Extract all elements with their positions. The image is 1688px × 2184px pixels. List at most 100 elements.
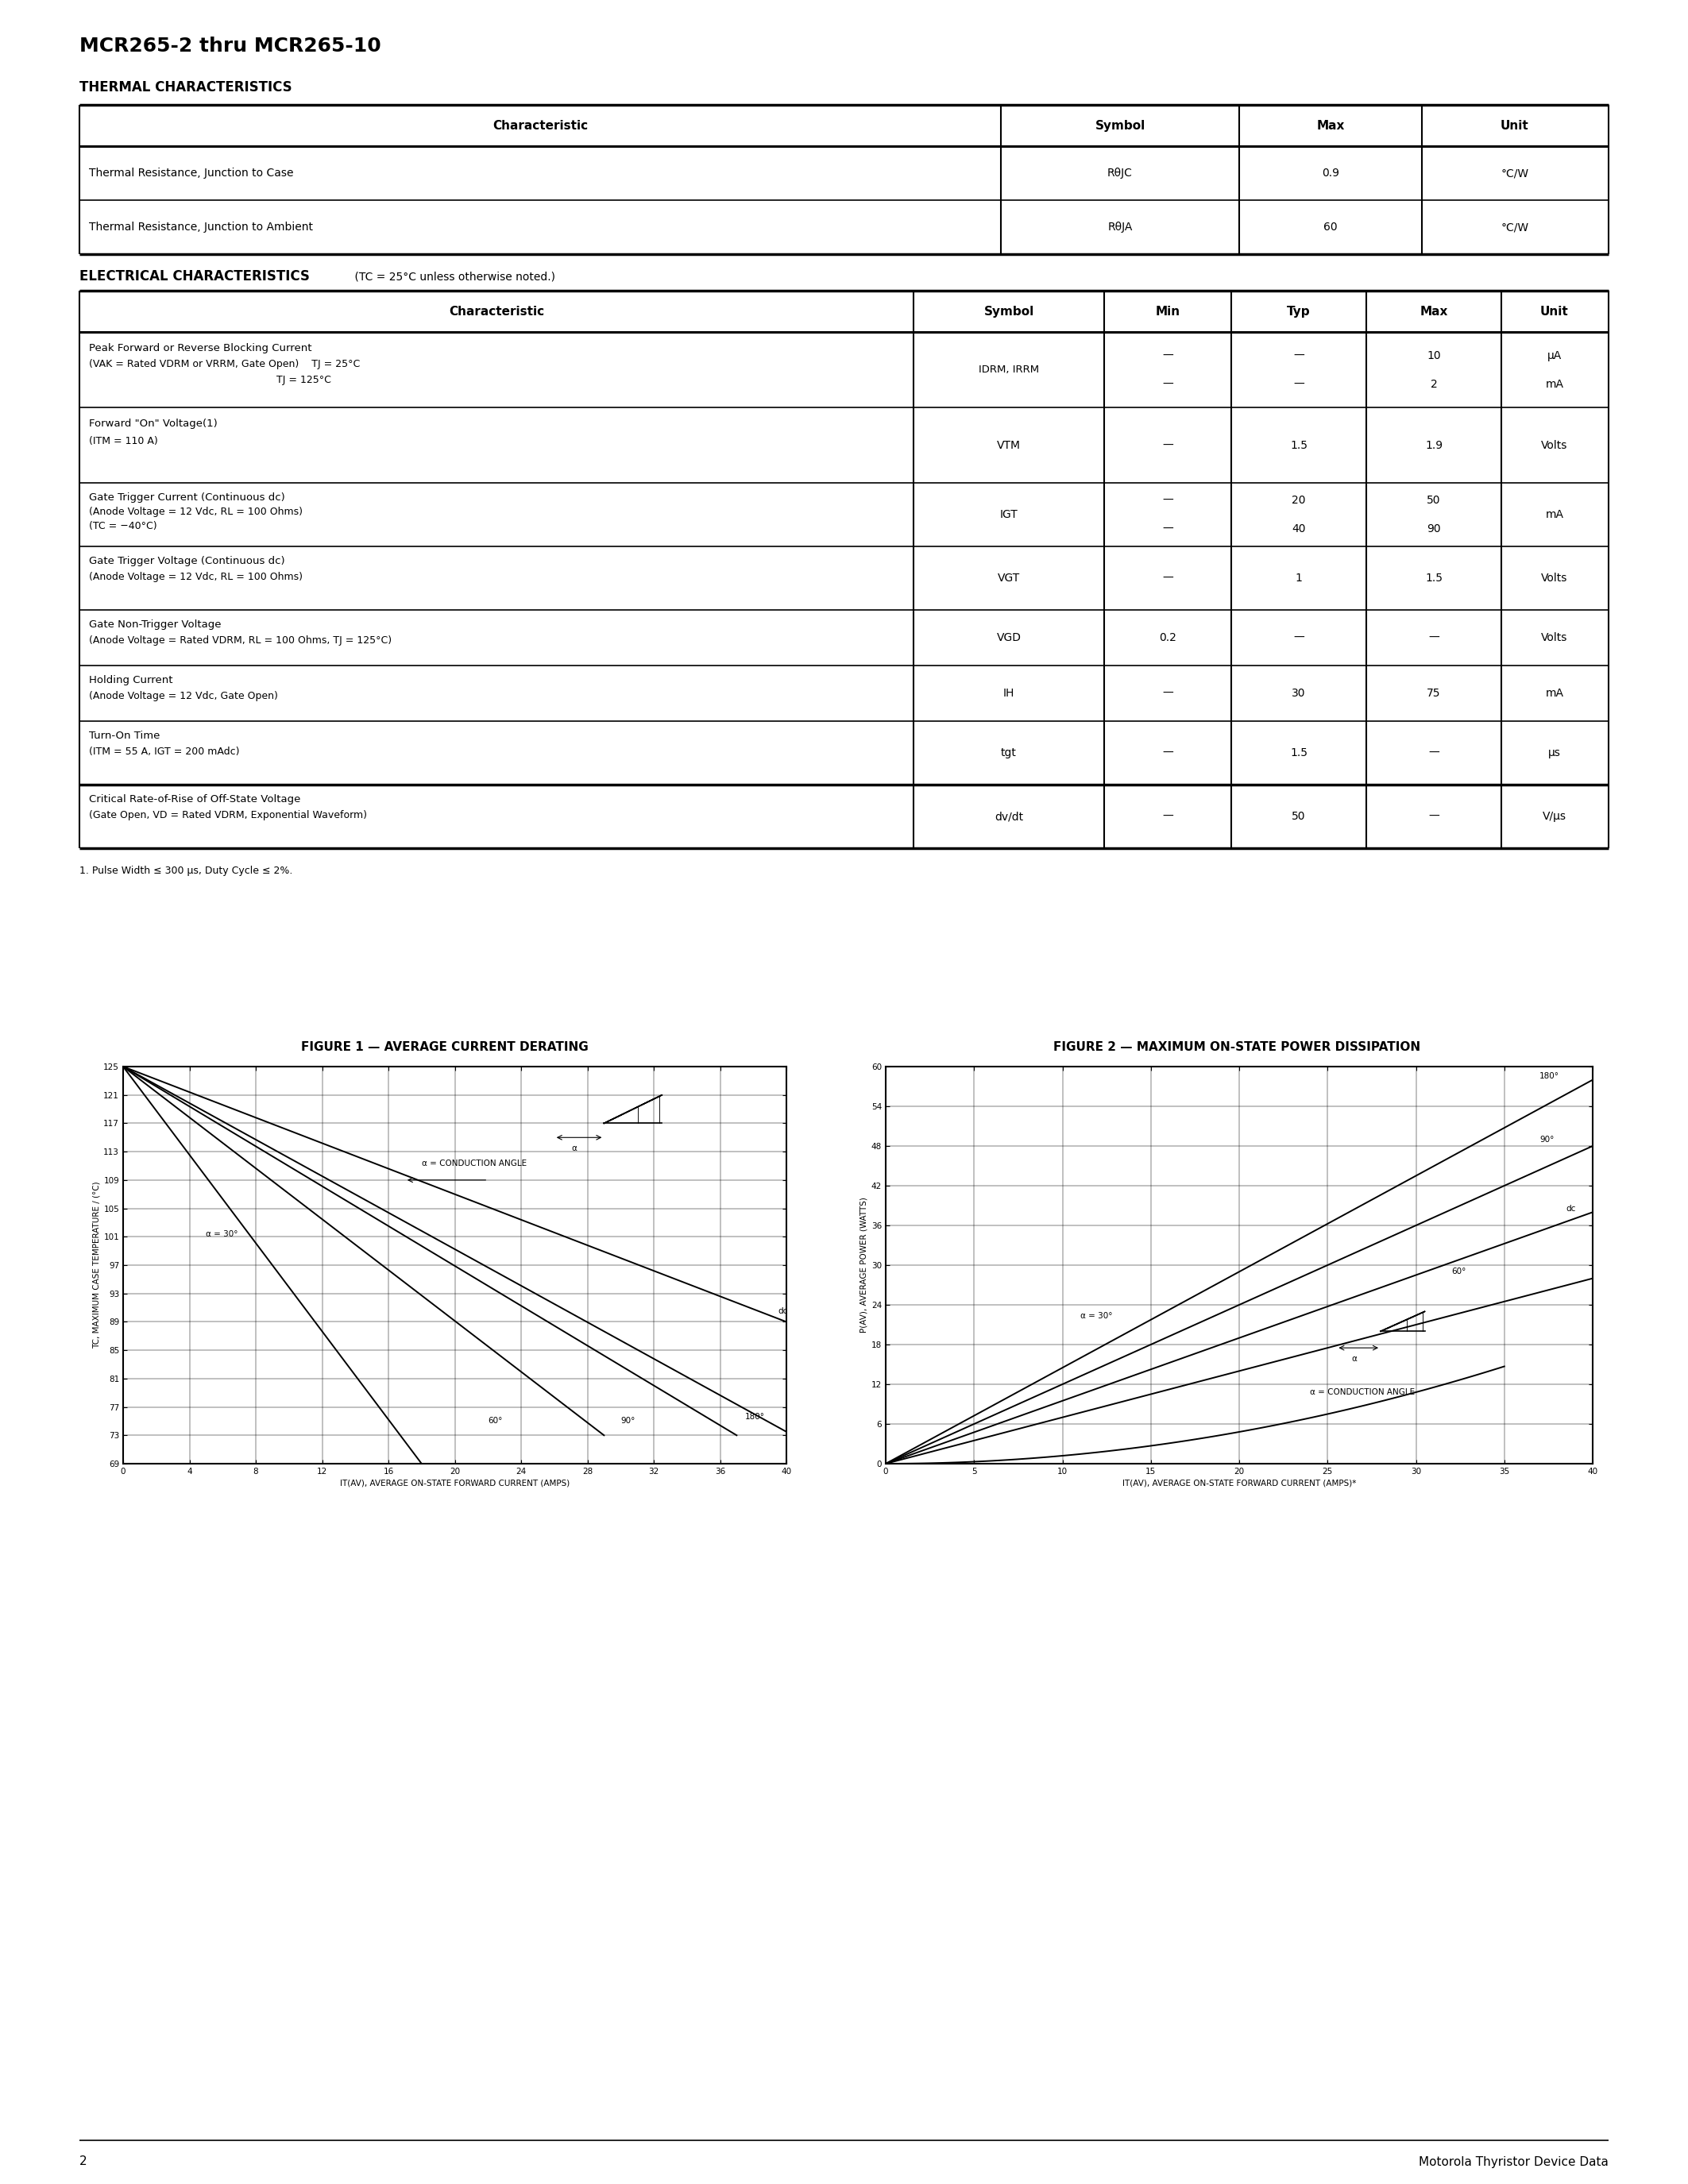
Text: Characteristic: Characteristic xyxy=(449,306,544,317)
Text: Volts: Volts xyxy=(1541,439,1568,450)
Text: Holding Current: Holding Current xyxy=(89,675,172,686)
Text: IDRM, IRRM: IDRM, IRRM xyxy=(979,365,1040,376)
Text: IH: IH xyxy=(1003,688,1014,699)
Text: 90°: 90° xyxy=(621,1417,635,1424)
Text: mA: mA xyxy=(1546,688,1563,699)
Text: (TC = 25°C unless otherwise noted.): (TC = 25°C unless otherwise noted.) xyxy=(351,271,555,282)
Text: FIGURE 1 — AVERAGE CURRENT DERATING: FIGURE 1 — AVERAGE CURRENT DERATING xyxy=(300,1042,589,1053)
Text: MCR265-2 thru MCR265-10: MCR265-2 thru MCR265-10 xyxy=(79,37,381,55)
Text: —: — xyxy=(1163,810,1173,821)
Text: Forward "On" Voltage(1): Forward "On" Voltage(1) xyxy=(89,417,218,428)
Text: V/μs: V/μs xyxy=(1543,810,1566,821)
Text: —: — xyxy=(1163,747,1173,758)
Text: —: — xyxy=(1163,439,1173,450)
Y-axis label: P(AV), AVERAGE POWER (WATTS): P(AV), AVERAGE POWER (WATTS) xyxy=(861,1197,868,1332)
Text: 75: 75 xyxy=(1426,688,1442,699)
Text: (Gate Open, VD = Rated VDRM, Exponential Waveform): (Gate Open, VD = Rated VDRM, Exponential… xyxy=(89,810,366,819)
Text: (TC = −40°C): (TC = −40°C) xyxy=(89,520,157,531)
Text: (Anode Voltage = 12 Vdc, RL = 100 Ohms): (Anode Voltage = 12 Vdc, RL = 100 Ohms) xyxy=(89,507,302,518)
Text: 90°: 90° xyxy=(1539,1136,1555,1144)
Text: TJ = 125°C: TJ = 125°C xyxy=(89,373,331,384)
Text: Max: Max xyxy=(1317,120,1345,131)
Text: Unit: Unit xyxy=(1501,120,1529,131)
Text: Thermal Resistance, Junction to Case: Thermal Resistance, Junction to Case xyxy=(89,168,294,179)
Text: FIGURE 2 — MAXIMUM ON-STATE POWER DISSIPATION: FIGURE 2 — MAXIMUM ON-STATE POWER DISSIP… xyxy=(1053,1042,1420,1053)
Text: 20: 20 xyxy=(1291,496,1307,507)
Text: α = 30°: α = 30° xyxy=(1080,1313,1112,1319)
Text: —: — xyxy=(1428,810,1440,821)
Text: Min: Min xyxy=(1155,306,1180,317)
Text: Gate Non-Trigger Voltage: Gate Non-Trigger Voltage xyxy=(89,618,221,629)
Text: —: — xyxy=(1428,747,1440,758)
Text: 90: 90 xyxy=(1426,524,1442,535)
Text: RθJC: RθJC xyxy=(1107,168,1133,179)
Text: α: α xyxy=(1352,1354,1357,1363)
Text: 0.9: 0.9 xyxy=(1322,168,1339,179)
Text: 50: 50 xyxy=(1291,810,1307,821)
Text: Volts: Volts xyxy=(1541,572,1568,583)
Text: IGT: IGT xyxy=(999,509,1018,520)
Text: °C/W: °C/W xyxy=(1501,168,1529,179)
Text: 1.5: 1.5 xyxy=(1290,439,1308,450)
Text: Turn-On Time: Turn-On Time xyxy=(89,729,160,740)
Text: 60: 60 xyxy=(1323,221,1337,234)
Text: Motorola Thyristor Device Data: Motorola Thyristor Device Data xyxy=(1420,2156,1609,2169)
Text: 180°: 180° xyxy=(744,1413,765,1422)
Text: Gate Trigger Current (Continuous dc): Gate Trigger Current (Continuous dc) xyxy=(89,491,285,502)
Text: α = CONDUCTION ANGLE: α = CONDUCTION ANGLE xyxy=(1310,1387,1415,1396)
Text: 1. Pulse Width ≤ 300 μs, Duty Cycle ≤ 2%.: 1. Pulse Width ≤ 300 μs, Duty Cycle ≤ 2%… xyxy=(79,865,292,876)
Text: —: — xyxy=(1428,631,1440,644)
Text: 40: 40 xyxy=(1291,524,1307,535)
Text: —: — xyxy=(1163,572,1173,583)
Text: —: — xyxy=(1163,524,1173,535)
Text: VGD: VGD xyxy=(996,631,1021,644)
Text: (VAK = Rated VDRM or VRRM, Gate Open)    TJ = 25°C: (VAK = Rated VDRM or VRRM, Gate Open) TJ… xyxy=(89,358,360,369)
Text: Characteristic: Characteristic xyxy=(493,120,587,131)
Text: (Anode Voltage = Rated VDRM, RL = 100 Ohms, TJ = 125°C): (Anode Voltage = Rated VDRM, RL = 100 Oh… xyxy=(89,636,392,644)
Text: 60°: 60° xyxy=(1452,1267,1465,1275)
X-axis label: IT(AV), AVERAGE ON-STATE FORWARD CURRENT (AMPS)*: IT(AV), AVERAGE ON-STATE FORWARD CURRENT… xyxy=(1123,1479,1355,1487)
Text: μA: μA xyxy=(1548,349,1561,360)
Text: —: — xyxy=(1163,496,1173,507)
Text: mA: mA xyxy=(1546,378,1563,389)
Text: dv/dt: dv/dt xyxy=(994,810,1023,821)
Text: dc: dc xyxy=(1566,1206,1577,1212)
Text: VGT: VGT xyxy=(998,572,1020,583)
Text: 1.5: 1.5 xyxy=(1425,572,1443,583)
Text: α: α xyxy=(572,1144,577,1153)
Text: ELECTRICAL CHARACTERISTICS: ELECTRICAL CHARACTERISTICS xyxy=(79,269,309,284)
Text: —: — xyxy=(1293,349,1305,360)
Text: 0.2: 0.2 xyxy=(1160,631,1177,644)
Text: —: — xyxy=(1293,631,1305,644)
Text: α = CONDUCTION ANGLE: α = CONDUCTION ANGLE xyxy=(422,1160,527,1168)
Text: 50: 50 xyxy=(1426,496,1442,507)
Text: tgt: tgt xyxy=(1001,747,1016,758)
Y-axis label: TC, MAXIMUM CASE TEMPERATURE / (°C): TC, MAXIMUM CASE TEMPERATURE / (°C) xyxy=(93,1182,100,1350)
Text: 10: 10 xyxy=(1426,349,1442,360)
Text: μs: μs xyxy=(1548,747,1561,758)
Text: —: — xyxy=(1163,349,1173,360)
Text: Gate Trigger Voltage (Continuous dc): Gate Trigger Voltage (Continuous dc) xyxy=(89,555,285,566)
Text: Typ: Typ xyxy=(1286,306,1310,317)
Text: 1.9: 1.9 xyxy=(1425,439,1443,450)
Text: dc: dc xyxy=(778,1308,788,1315)
Text: —: — xyxy=(1163,378,1173,389)
Text: Critical Rate-of-Rise of Off-State Voltage: Critical Rate-of-Rise of Off-State Volta… xyxy=(89,793,300,804)
Text: 2: 2 xyxy=(1430,378,1436,389)
Text: °C/W: °C/W xyxy=(1501,221,1529,234)
Text: (Anode Voltage = 12 Vdc, RL = 100 Ohms): (Anode Voltage = 12 Vdc, RL = 100 Ohms) xyxy=(89,572,302,581)
Text: —: — xyxy=(1163,688,1173,699)
Text: Symbol: Symbol xyxy=(1096,120,1144,131)
Text: VTM: VTM xyxy=(998,439,1021,450)
Text: Symbol: Symbol xyxy=(984,306,1035,317)
Text: Unit: Unit xyxy=(1541,306,1568,317)
Text: 1: 1 xyxy=(1295,572,1303,583)
Text: THERMAL CHARACTERISTICS: THERMAL CHARACTERISTICS xyxy=(79,81,292,94)
Text: (ITM = 55 A, IGT = 200 mAdc): (ITM = 55 A, IGT = 200 mAdc) xyxy=(89,747,240,756)
Text: 60°: 60° xyxy=(488,1417,503,1424)
Text: RθJA: RθJA xyxy=(1107,221,1133,234)
Text: Volts: Volts xyxy=(1541,631,1568,644)
Text: 2: 2 xyxy=(79,2156,88,2169)
Text: 30: 30 xyxy=(1291,688,1307,699)
Text: (Anode Voltage = 12 Vdc, Gate Open): (Anode Voltage = 12 Vdc, Gate Open) xyxy=(89,690,279,701)
